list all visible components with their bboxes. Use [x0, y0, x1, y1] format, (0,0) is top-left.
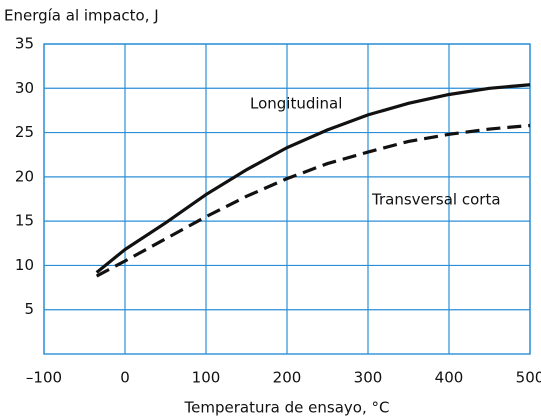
plot-frame	[43, 43, 531, 355]
y-tick-label: 15	[15, 212, 34, 230]
y-tick-label: 35	[15, 35, 34, 53]
x-tick-label: 200	[273, 369, 302, 387]
y-tick-label: 5	[24, 300, 34, 318]
y-tick-label: 20	[15, 167, 34, 185]
y-axis-title: Energía al impacto, J	[4, 7, 159, 25]
x-axis-title: Temperatura de ensayo, °C	[184, 399, 390, 417]
x-tick-label: 100	[192, 369, 221, 387]
x-tick-label: 0	[120, 369, 130, 387]
series-line	[95, 123, 531, 278]
series-label: Transversal corta	[371, 191, 501, 209]
y-tick-label: 30	[15, 79, 34, 97]
y-tick-label: 25	[15, 123, 34, 141]
series-label: Longitudinal	[250, 95, 342, 113]
x-tick-label: 300	[354, 369, 383, 387]
x-tick-label: 500	[516, 369, 541, 387]
x-tick-label: 400	[435, 369, 464, 387]
x-tick-label: –100	[26, 369, 62, 387]
series-line	[95, 83, 531, 274]
y-tick-label: 10	[15, 256, 34, 274]
